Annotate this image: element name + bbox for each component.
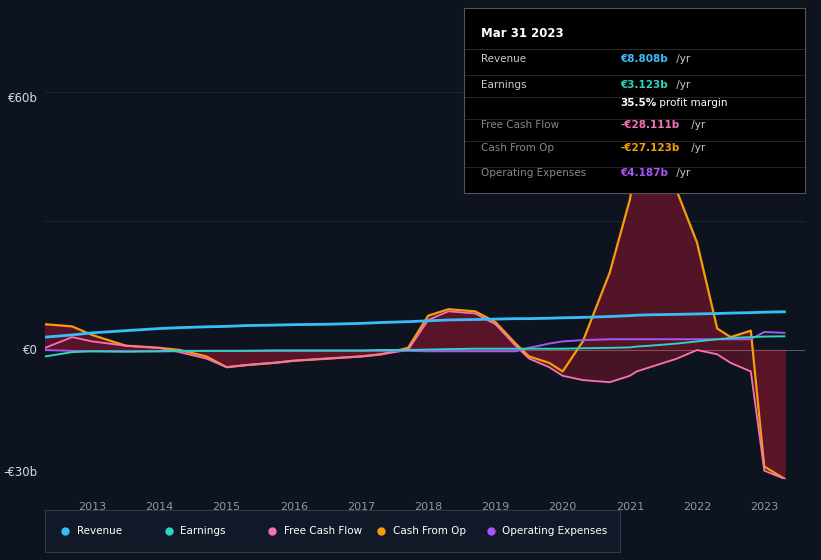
Text: /yr: /yr — [673, 80, 690, 90]
Text: €4.187b: €4.187b — [621, 169, 668, 179]
Text: 2014: 2014 — [145, 502, 173, 512]
Text: /yr: /yr — [688, 120, 705, 130]
Text: €0: €0 — [23, 343, 38, 357]
Text: 35.5%: 35.5% — [621, 98, 657, 108]
Text: 2017: 2017 — [347, 502, 375, 512]
Text: profit margin: profit margin — [656, 98, 728, 108]
Text: €60b: €60b — [7, 92, 38, 105]
Text: -€28.111b: -€28.111b — [621, 120, 680, 130]
Text: -€27.123b: -€27.123b — [621, 143, 680, 152]
Text: -€30b: -€30b — [3, 466, 38, 479]
Text: 2019: 2019 — [481, 502, 510, 512]
Text: 2013: 2013 — [78, 502, 106, 512]
Text: Operating Expenses: Operating Expenses — [481, 169, 586, 179]
Text: Earnings: Earnings — [481, 80, 526, 90]
Text: 2016: 2016 — [280, 502, 308, 512]
Text: 2023: 2023 — [750, 502, 778, 512]
Text: /yr: /yr — [688, 143, 705, 152]
Text: 2020: 2020 — [548, 502, 577, 512]
Text: Operating Expenses: Operating Expenses — [502, 526, 608, 535]
Text: Free Cash Flow: Free Cash Flow — [481, 120, 559, 130]
Text: Cash From Op: Cash From Op — [481, 143, 554, 152]
Text: Cash From Op: Cash From Op — [393, 526, 466, 535]
Text: /yr: /yr — [673, 169, 690, 179]
Text: /yr: /yr — [673, 54, 690, 64]
Text: 2018: 2018 — [414, 502, 443, 512]
Text: Mar 31 2023: Mar 31 2023 — [481, 27, 563, 40]
Text: €8.808b: €8.808b — [621, 54, 668, 64]
Text: Revenue: Revenue — [77, 526, 122, 535]
Text: Revenue: Revenue — [481, 54, 526, 64]
Text: 2021: 2021 — [616, 502, 644, 512]
Text: €3.123b: €3.123b — [621, 80, 668, 90]
Text: Free Cash Flow: Free Cash Flow — [284, 526, 362, 535]
Text: 2015: 2015 — [213, 502, 241, 512]
Text: Earnings: Earnings — [181, 526, 226, 535]
Text: 2022: 2022 — [683, 502, 711, 512]
